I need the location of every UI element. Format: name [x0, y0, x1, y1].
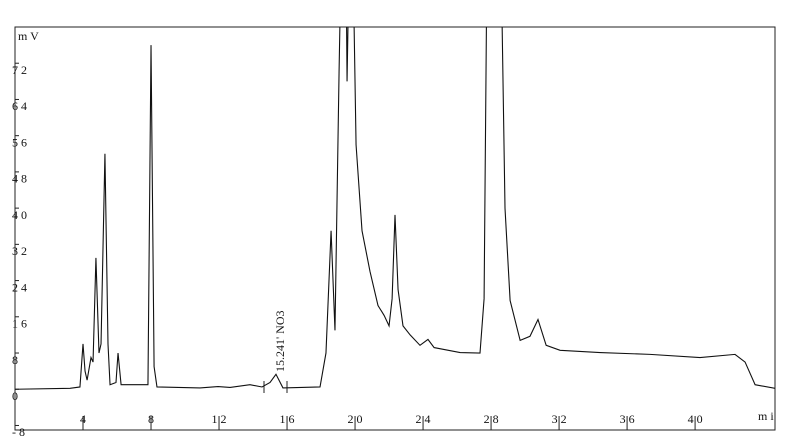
y-tick-label: 7 2	[12, 63, 27, 77]
x-tick-label: 8	[148, 412, 154, 426]
y-tick-label: 4 8	[12, 172, 27, 186]
x-axis-label: m i	[758, 409, 774, 423]
x-tick-label: 2 0	[348, 412, 363, 426]
y-tick-label: 3 2	[12, 244, 27, 258]
y-tick-label: 0	[12, 389, 18, 403]
x-tick-label: 4	[80, 412, 86, 426]
y-tick-label: 5 6	[12, 135, 27, 149]
x-tick-label: 2 8	[484, 412, 499, 426]
y-tick-label: 1 6	[12, 317, 27, 331]
plot-frame	[14, 26, 776, 431]
x-tick-label: 1 2	[212, 412, 227, 426]
y-tick-label: 8	[12, 353, 18, 367]
x-tick-label: 1 6	[280, 412, 295, 426]
x-tick-label: 4 0	[688, 412, 703, 426]
x-tick-label: 3 6	[620, 412, 635, 426]
y-tick-label: 6 4	[12, 99, 27, 113]
y-tick-label: - 8	[12, 425, 25, 439]
y-axis-label: m V	[18, 29, 39, 43]
peak-annotation: 15.241' NO3	[273, 311, 287, 373]
y-tick-label: 2 4	[12, 280, 27, 294]
x-tick-label: 3 2	[552, 412, 567, 426]
x-tick-label: 2 4	[416, 412, 431, 426]
chromatogram-trace	[15, 27, 775, 390]
y-tick-label: 4 0	[12, 208, 27, 222]
